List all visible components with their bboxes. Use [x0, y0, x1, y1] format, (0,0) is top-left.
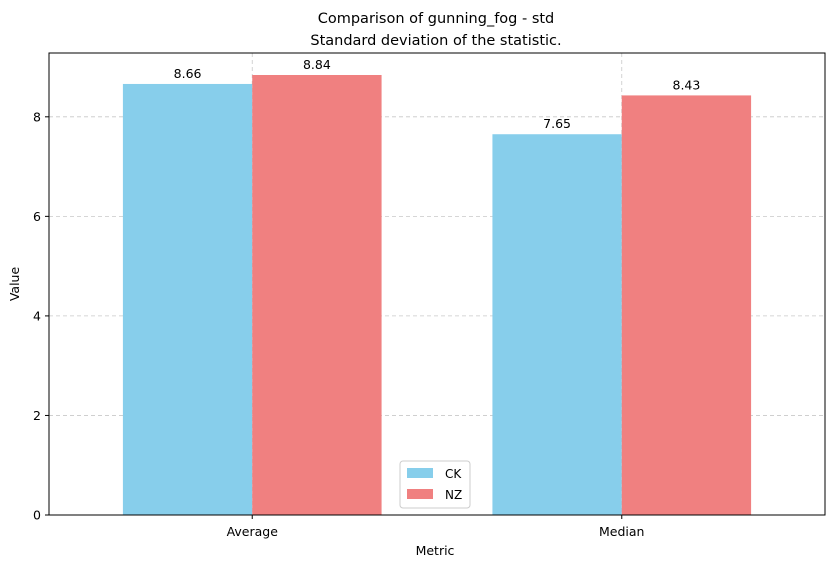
- x-axis-label: Metric: [416, 543, 455, 558]
- y-tick-label: 2: [33, 408, 41, 423]
- y-axis: 0 2 4 6 8: [33, 109, 49, 523]
- bar-nz-average: [252, 75, 382, 515]
- x-axis: Average Median: [227, 515, 644, 539]
- bar-value-label: 7.65: [543, 116, 571, 131]
- y-tick-label: 4: [33, 308, 41, 323]
- y-tick-label: 6: [33, 209, 41, 224]
- bar-value-label: 8.84: [303, 57, 331, 72]
- chart-subtitle: Standard deviation of the statistic.: [310, 33, 561, 49]
- bar-value-label: 8.66: [174, 66, 202, 81]
- bar-ck-average: [122, 83, 253, 515]
- y-tick-label: 0: [33, 508, 41, 523]
- bar-ck-median: [492, 134, 622, 515]
- legend-label-nz: NZ: [445, 488, 462, 502]
- legend-swatch-nz: [407, 489, 433, 499]
- bar-nz-median: [621, 95, 752, 516]
- x-tick-label: Average: [227, 524, 279, 539]
- y-tick-label: 8: [33, 109, 41, 124]
- bar-value-label: 8.43: [673, 77, 701, 92]
- y-axis-label: Value: [7, 267, 22, 302]
- legend-swatch-ck: [407, 468, 433, 478]
- legend-label-ck: CK: [445, 467, 462, 481]
- plot-frame: [48, 52, 826, 516]
- bars-group: [122, 75, 752, 516]
- x-tick-label: Median: [599, 524, 644, 539]
- legend: CK NZ: [399, 460, 471, 509]
- chart-title: Comparison of gunning_fog - std: [318, 11, 555, 27]
- bar-value-labels: 8.66 7.65 8.84 8.43: [174, 57, 701, 131]
